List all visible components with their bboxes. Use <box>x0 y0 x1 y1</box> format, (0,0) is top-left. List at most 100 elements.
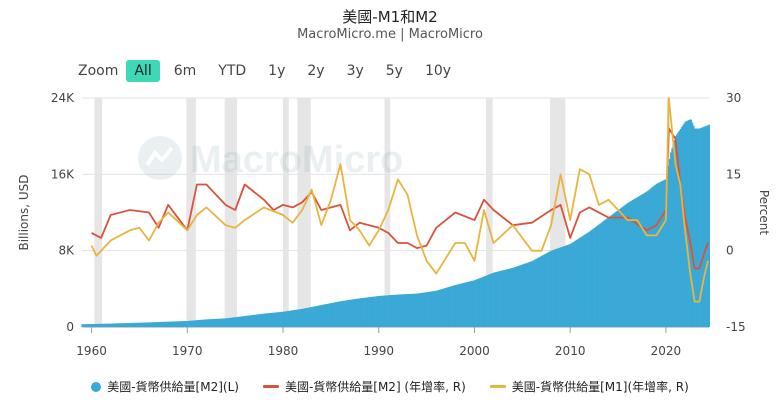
m2-level-bar <box>89 324 92 327</box>
m2-level-bar <box>382 295 385 327</box>
m2-level-bar <box>402 294 404 327</box>
m2-level-bar <box>490 273 493 327</box>
m2-level-bar <box>527 262 530 327</box>
m2-level-bar <box>98 323 100 327</box>
m2-level-bar <box>263 313 265 327</box>
m2-level-bar <box>329 303 331 327</box>
m2-level-bar <box>284 311 287 327</box>
zoom-1y-button[interactable]: 1y <box>268 63 286 79</box>
m2-level-bar <box>503 269 506 327</box>
m2-level-bar <box>214 318 216 327</box>
m2-level-bar <box>640 195 642 327</box>
m2-level-bar <box>367 297 369 327</box>
m2-level-bar <box>448 286 451 327</box>
m2-level-bar <box>211 319 214 327</box>
m2-level-bar <box>488 274 490 327</box>
m2-level-bar <box>293 310 295 327</box>
m2-level-bar <box>484 275 487 327</box>
m2-level-bar <box>686 120 689 327</box>
legend-label: 美國-貨幣供給量[M2](L) <box>107 380 239 394</box>
m2-level-bar <box>302 308 305 327</box>
m2-level-bar <box>427 291 429 327</box>
m2-level-bar <box>236 316 239 327</box>
zoom-all-button[interactable]: All <box>126 60 160 82</box>
m2-level-bar <box>447 287 450 327</box>
m2-level-bar <box>634 198 636 327</box>
m2-level-bar <box>223 318 226 327</box>
m2-level-bar <box>343 300 346 327</box>
m2-level-bar <box>643 192 646 327</box>
m2-level-bar <box>576 239 579 327</box>
recession-band <box>485 98 493 327</box>
m2-level-bar <box>549 251 551 327</box>
zoom-5y-button[interactable]: 5y <box>385 63 403 79</box>
m2-level-bar <box>195 320 197 327</box>
m2-level-bar <box>698 128 701 327</box>
zoom-ytd-button[interactable]: YTD <box>218 63 247 79</box>
m2-level-bar <box>477 278 480 327</box>
m2-level-bar <box>260 313 263 327</box>
m2-level-bar <box>519 265 521 327</box>
zoom-6m-button[interactable]: 6m <box>173 63 197 79</box>
m2-level-bar <box>360 298 362 327</box>
m2-level-bar <box>142 322 145 327</box>
m2-level-bar <box>582 235 585 327</box>
m2-level-bar <box>588 231 591 327</box>
legend-item-m2-level[interactable]: 美國-貨幣供給量[M2](L) <box>91 378 239 395</box>
m2-level-bar <box>146 322 148 327</box>
m2-level-bar <box>333 302 336 327</box>
m2-level-bar <box>270 312 273 327</box>
m2-level-bar <box>83 324 86 327</box>
m2-level-bar <box>183 321 185 327</box>
m2-level-bar <box>642 193 645 327</box>
m2-level-bar <box>268 313 270 327</box>
m2-level-bar <box>113 323 116 327</box>
m2-level-bar <box>278 312 281 327</box>
m2-level-bar <box>217 318 220 327</box>
m2-level-bar <box>624 204 627 327</box>
zoom-3y-button[interactable]: 3y <box>346 63 364 79</box>
m2-level-bar <box>704 126 707 327</box>
m2-level-bar <box>95 323 98 327</box>
m2-level-bar <box>126 323 129 327</box>
m2-level-bar <box>272 312 275 327</box>
m2-level-bar <box>185 321 188 327</box>
m2-level-bar <box>248 315 251 327</box>
m2-level-bar <box>597 225 599 327</box>
m2-level-bar <box>593 228 596 327</box>
m2-level-bar <box>313 306 316 327</box>
m2-level-bar <box>605 219 608 327</box>
m2-level-bar <box>451 286 453 327</box>
m2-level-bar <box>347 300 349 327</box>
m2-level-bar <box>437 290 440 327</box>
m2-level-bar <box>540 255 543 327</box>
zoom-2y-button[interactable]: 2y <box>307 63 325 79</box>
m2-level-bar <box>606 218 609 327</box>
m2-level-bar <box>411 293 414 327</box>
m2-level-bar <box>408 294 410 327</box>
m2-level-bar <box>555 248 557 327</box>
m2-level-bar <box>297 309 300 327</box>
m2-level-bar <box>254 314 257 327</box>
m2-level-bar <box>135 322 137 327</box>
m2-level-bar <box>469 281 471 327</box>
m2-level-bar <box>445 287 447 327</box>
m2-level-bar <box>166 321 168 327</box>
m2-level-bar <box>207 319 209 327</box>
legend-item-m1-yoy[interactable]: 美國-貨幣供給量[M1](年增率, R) <box>489 378 689 395</box>
m2-level-bar <box>299 309 301 327</box>
y-right-tick-label: 0 <box>726 244 734 258</box>
m2-level-bar <box>569 243 572 327</box>
m2-level-bar <box>296 309 299 327</box>
m2-level-bar <box>618 209 621 327</box>
m2-level-bar <box>691 122 694 327</box>
m2-level-bar <box>151 322 154 327</box>
m2-level-bar <box>655 183 658 327</box>
y-left-axis-title: Billions, USD <box>17 174 31 250</box>
zoom-10y-button[interactable]: 10y <box>424 63 452 79</box>
m2-level-bar <box>265 313 268 327</box>
m2-level-bar <box>323 304 325 327</box>
m2-level-bar <box>496 271 499 327</box>
legend-item-m2-yoy[interactable]: 美國-貨幣供給量[M2] (年增率, R) <box>262 378 466 395</box>
m2-level-bar <box>472 280 475 327</box>
